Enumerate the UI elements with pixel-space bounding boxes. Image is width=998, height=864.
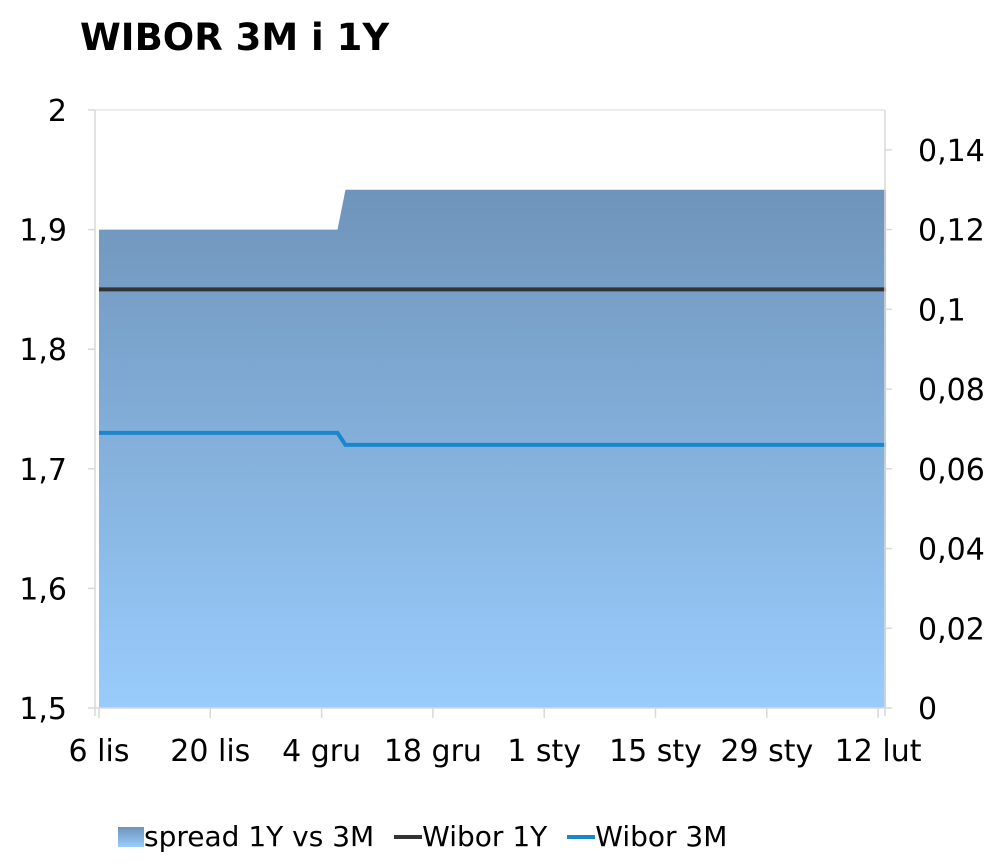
x-tick-label: 18 gru bbox=[384, 734, 482, 769]
spread-area bbox=[99, 189, 887, 708]
legend-item-wibor-3m: Wibor 3M bbox=[567, 820, 727, 853]
y-left-tick-label: 2 bbox=[48, 94, 67, 129]
y-left-tick-label: 1,8 bbox=[19, 333, 67, 368]
y-left-tick-label: 1,6 bbox=[19, 572, 67, 607]
legend-label-wibor-3m: Wibor 3M bbox=[595, 820, 728, 853]
legend-swatch-wibor-3m bbox=[567, 834, 596, 839]
x-tick-label: 20 lis bbox=[170, 734, 250, 769]
series-line-wibor-3m bbox=[99, 430, 887, 447]
x-tick-label: 4 gru bbox=[282, 734, 361, 769]
y-right-tick-label: 0,1 bbox=[918, 293, 966, 328]
legend-swatch-wibor-1y bbox=[394, 834, 423, 839]
x-tick-label: 1 sty bbox=[507, 734, 581, 769]
x-tick-label: 29 sty bbox=[720, 734, 813, 769]
y-right-tick-label: 0,14 bbox=[918, 134, 985, 169]
x-tick-label: 12 lut bbox=[835, 734, 922, 769]
y-right-tick-label: 0 bbox=[918, 692, 937, 727]
x-tick-label: 15 sty bbox=[609, 734, 702, 769]
y-right-tick-label: 0,04 bbox=[918, 533, 985, 568]
chart-title: WIBOR 3M i 1Y bbox=[80, 16, 390, 59]
chart-plot: 1,5 1,6 1,7 1,8 1,9 2 0 0,02 0,04 0,06 0,08 0,1 0,12… bbox=[19, 94, 985, 769]
legend-item-wibor-1y: Wibor 1Y bbox=[394, 820, 547, 853]
legend: spread 1Y vs 3M Wibor 1Y Wibor 3M bbox=[118, 820, 727, 853]
x-tick-label: 6 lis bbox=[69, 734, 130, 769]
y-right-tick-label: 0,08 bbox=[918, 373, 985, 408]
legend-swatch-spread bbox=[118, 826, 144, 847]
legend-item-spread: spread 1Y vs 3M bbox=[118, 820, 374, 853]
legend-label-spread: spread 1Y vs 3M bbox=[144, 820, 375, 853]
legend-label-wibor-1y: Wibor 1Y bbox=[422, 820, 548, 853]
y-right-tick-label: 0,06 bbox=[918, 453, 985, 488]
y-right-tick-label: 0,12 bbox=[918, 214, 985, 249]
y-left-tick-label: 1,9 bbox=[19, 214, 67, 249]
y-right-tick-label: 0,02 bbox=[918, 612, 985, 647]
y-left-tick-label: 1,5 bbox=[19, 692, 67, 727]
y-left-tick-label: 1,7 bbox=[19, 453, 67, 488]
